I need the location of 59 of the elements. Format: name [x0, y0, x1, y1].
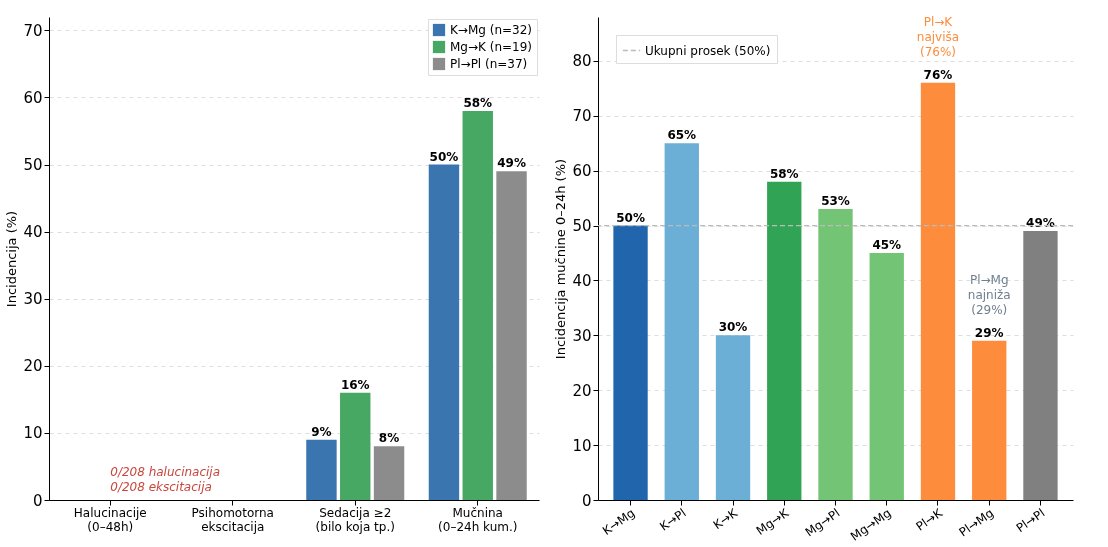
bar — [664, 143, 699, 500]
y-tick-label: 30 — [23, 290, 43, 309]
y-tick-label: 40 — [572, 271, 592, 290]
data-label: 58% — [463, 95, 493, 110]
data-label: 16% — [340, 377, 370, 392]
y-tick-label: 0 — [32, 491, 43, 510]
data-label: 45% — [872, 238, 902, 253]
bar — [496, 171, 527, 500]
bar — [462, 110, 493, 500]
data-label: 8% — [378, 431, 400, 446]
bar — [972, 340, 1007, 500]
y-tick-label: 60 — [23, 89, 43, 107]
x-tick-label: Psihomotorna ekscitacija — [191, 505, 274, 534]
bar — [340, 392, 371, 500]
bar — [818, 209, 853, 500]
y-tick-label: 10 — [572, 436, 592, 455]
y-tick-label: 20 — [572, 381, 592, 400]
y-tick-label: 20 — [23, 357, 43, 376]
x-tick-label: Halucinacije (0–48h) — [73, 505, 147, 534]
y-tick-label: 0 — [581, 491, 592, 510]
legend-label: Ukupni prosek (50%) — [645, 43, 771, 58]
legend-label: Mg→K (n=19) — [450, 40, 533, 54]
y-axis-title: Incidencija (%) — [4, 210, 20, 308]
y-tick-label: 40 — [23, 223, 43, 242]
y-tick-label: 80 — [572, 52, 592, 71]
data-label: 29% — [974, 325, 1004, 340]
data-label: 58% — [769, 166, 799, 181]
y-tick-label: 50 — [23, 156, 43, 175]
y-tick-label: 50 — [572, 217, 592, 236]
y-tick-label: 60 — [572, 162, 592, 181]
y-tick-label: 70 — [23, 21, 43, 40]
bar — [613, 225, 648, 500]
data-label: 53% — [821, 194, 850, 209]
annotation: Pl→Mg najniža (29%) — [967, 272, 1011, 317]
bar — [1023, 231, 1058, 500]
data-label: 49% — [497, 156, 526, 171]
bar — [373, 446, 405, 500]
y-tick-label: 10 — [23, 424, 43, 443]
y-tick-label: 30 — [572, 326, 592, 345]
data-label: 65% — [667, 128, 697, 143]
data-label: 76% — [923, 67, 953, 82]
bar — [869, 253, 904, 500]
data-label: 50% — [429, 149, 459, 164]
data-label: 30% — [718, 320, 748, 335]
y-axis-title: Incidencija mučnine 0–24h (%) — [553, 158, 569, 360]
legend-label: Pl→Pl (n=37) — [450, 57, 528, 71]
bar — [767, 181, 802, 500]
y-tick-label: 70 — [572, 107, 592, 126]
bar — [428, 164, 460, 500]
annotation: Pl→K najviša (76%) — [916, 14, 960, 59]
bar — [920, 82, 956, 500]
legend-label: K→Mg (n=32) — [450, 23, 533, 37]
annotation: 0/208 halucinacija 0/208 ekscitacija — [110, 465, 221, 494]
x-tick-label: Sedacija ≥2 (bilo koja tp.) — [315, 505, 395, 534]
x-tick-label: Mučnina (0–24h kum.) — [438, 505, 518, 534]
data-label: 9% — [311, 424, 332, 439]
data-label: 50% — [616, 210, 645, 225]
bar — [715, 335, 751, 500]
bar — [306, 439, 337, 500]
